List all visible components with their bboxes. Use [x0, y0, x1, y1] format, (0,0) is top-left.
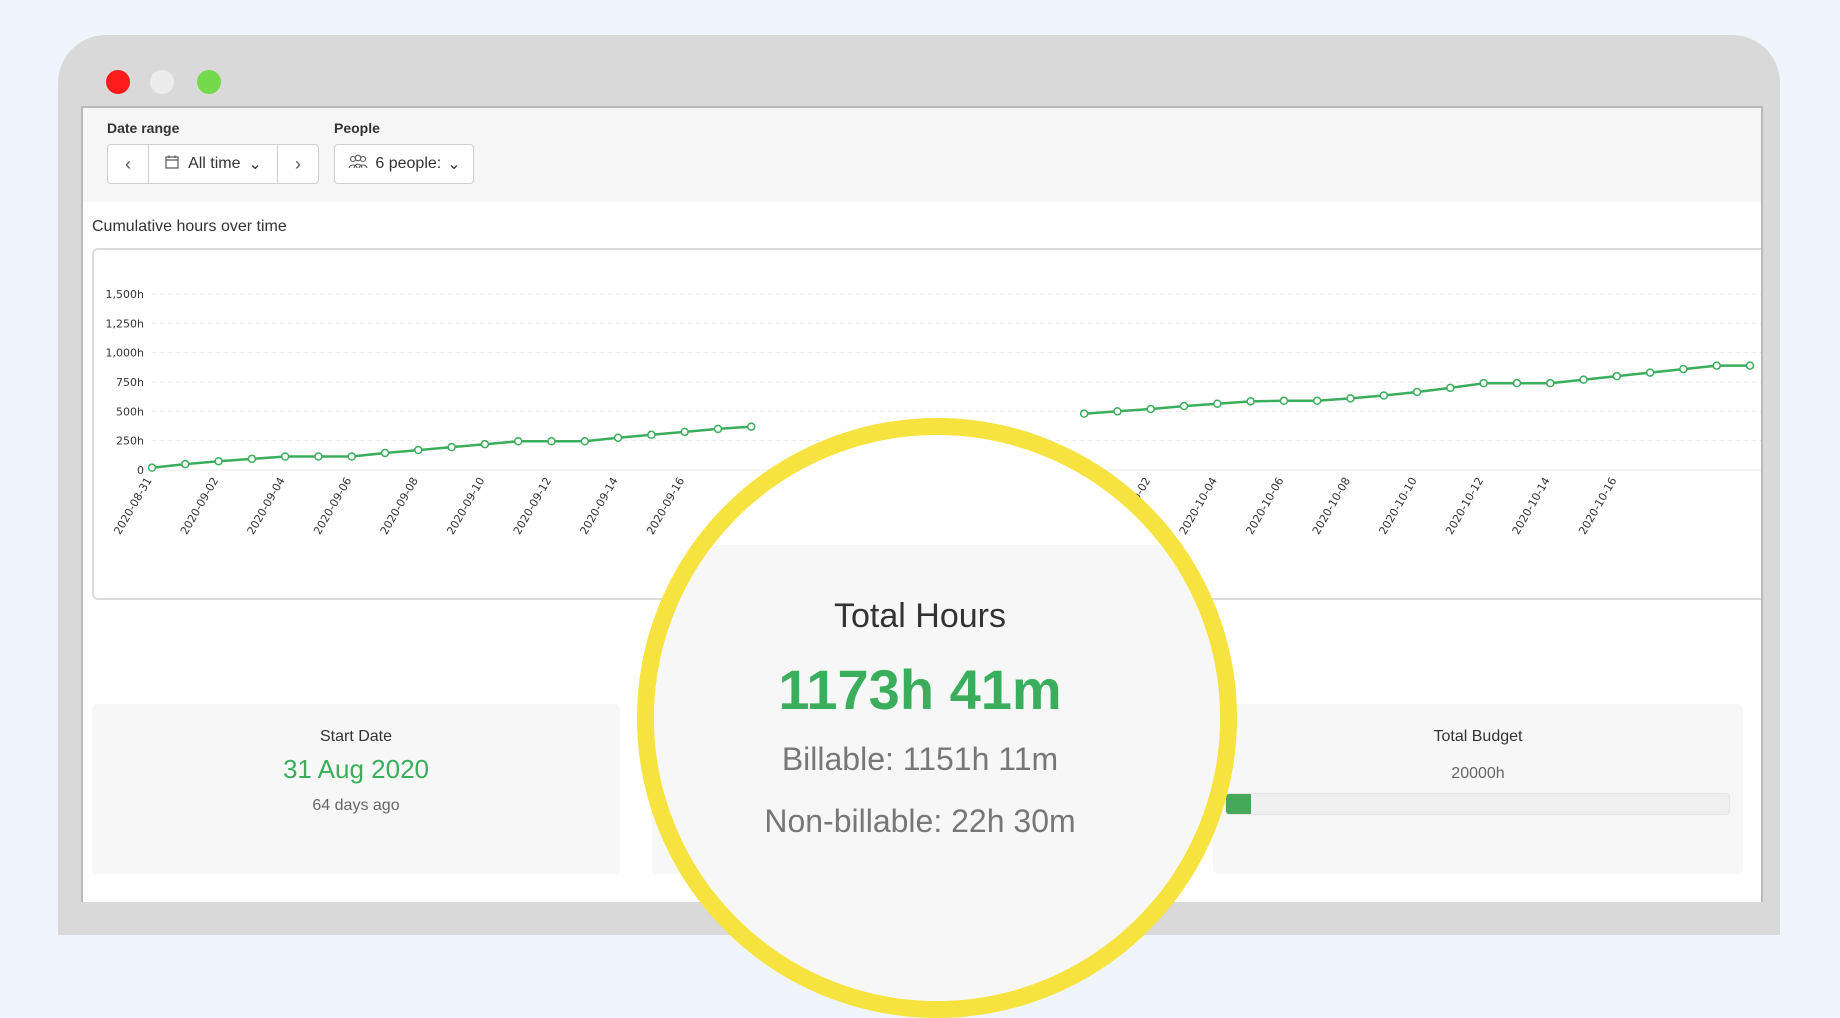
- filter-bar: Date range ‹ All time ⌄ ›: [83, 108, 1761, 202]
- date-range-select[interactable]: All time ⌄: [148, 145, 278, 183]
- data-point[interactable]: [1312, 396, 1322, 406]
- data-point[interactable]: [447, 442, 456, 452]
- data-point[interactable]: [580, 437, 590, 446]
- x-tick-label: 2020-10-10: [1376, 475, 1419, 537]
- x-tick-label: 2020-10-16: [1576, 475, 1619, 537]
- window-maximize-dot[interactable]: [197, 70, 221, 94]
- chevron-down-icon: ⌄: [248, 156, 262, 173]
- start-date-title: Start Date: [319, 728, 393, 745]
- y-tick-label: 1,250h: [106, 317, 144, 330]
- data-point[interactable]: [1279, 396, 1289, 406]
- data-point[interactable]: [280, 452, 290, 461]
- data-point[interactable]: [1512, 378, 1522, 388]
- date-range-value: All time: [188, 155, 241, 172]
- data-point[interactable]: [1213, 399, 1222, 408]
- y-tick-label: 1,000h: [106, 347, 144, 360]
- data-point[interactable]: [1346, 394, 1355, 403]
- data-point[interactable]: [1579, 375, 1588, 384]
- data-point[interactable]: [747, 422, 756, 431]
- x-tick-label: 2020-09-12: [511, 475, 554, 537]
- prev-range-button[interactable]: ‹: [108, 145, 148, 183]
- x-tick-label: 2020-09-16: [644, 475, 687, 537]
- data-point[interactable]: [314, 452, 323, 461]
- data-point[interactable]: [1612, 371, 1622, 381]
- x-tick-label: 2020-09-06: [311, 475, 354, 537]
- people-select[interactable]: 6 people: ⌄: [334, 144, 474, 184]
- start-date-relative: 64 days ago: [312, 797, 400, 814]
- y-tick-label: 0: [137, 464, 144, 477]
- total-budget-value: 20000h: [1451, 765, 1505, 782]
- data-point[interactable]: [1379, 391, 1389, 400]
- x-tick-label: 2020-10-14: [1510, 475, 1553, 537]
- data-point[interactable]: [347, 452, 356, 461]
- people-select-value: 6 people:: [375, 155, 442, 172]
- data-point[interactable]: [1246, 397, 1255, 406]
- calendar-icon: [164, 154, 180, 175]
- total-hours-value: 1173h 41m: [778, 658, 1062, 721]
- people-icon: [347, 154, 369, 175]
- chevron-left-icon: ‹: [125, 153, 131, 174]
- x-tick-label: 2020-09-08: [378, 475, 421, 537]
- date-range-label: Date range: [107, 120, 180, 136]
- data-point[interactable]: [1546, 378, 1555, 388]
- data-point[interactable]: [214, 456, 223, 466]
- data-point[interactable]: [1079, 409, 1089, 418]
- budget-progress-fill: [1226, 794, 1252, 814]
- data-point[interactable]: [181, 459, 190, 469]
- x-tick-label: 2020-10-04: [1177, 475, 1220, 537]
- x-tick-label: 2020-09-10: [444, 475, 487, 537]
- chevron-right-icon: ›: [295, 153, 301, 174]
- start-date-value: 31 Aug 2020: [282, 754, 430, 784]
- data-point[interactable]: [1745, 361, 1755, 370]
- data-point[interactable]: [1712, 361, 1721, 370]
- x-tick-label: 2020-09-14: [577, 475, 620, 537]
- data-point[interactable]: [1479, 378, 1488, 388]
- x-tick-label: 2020-10-12: [1443, 475, 1486, 537]
- data-point[interactable]: [1679, 364, 1688, 374]
- data-point[interactable]: [147, 463, 157, 472]
- data-point[interactable]: [713, 424, 723, 434]
- total-hours-title: Total Hours: [834, 597, 1006, 635]
- magnifier-callout: Total Hours 1173h 41m Billable: 1151h 11…: [637, 418, 1237, 1018]
- y-tick-label: 750h: [116, 376, 144, 389]
- x-tick-label: 2020-10-08: [1310, 475, 1353, 537]
- data-point[interactable]: [414, 445, 423, 455]
- x-tick-label: 2020-09-02: [178, 475, 221, 537]
- non-billable-hours: Non-billable: 22h 30m: [764, 803, 1076, 839]
- x-tick-label: 2020-09-04: [245, 475, 288, 537]
- x-tick-label: 2020-10-06: [1243, 475, 1286, 537]
- data-point[interactable]: [680, 427, 689, 437]
- chart-title: Cumulative hours over time: [92, 218, 287, 235]
- budget-progress-bar: [1225, 793, 1730, 815]
- data-point[interactable]: [547, 437, 556, 446]
- data-point[interactable]: [380, 448, 390, 458]
- data-point[interactable]: [247, 454, 257, 464]
- window-close-dot[interactable]: [106, 70, 130, 94]
- data-point[interactable]: [1645, 368, 1655, 377]
- start-date-card: Start Date 31 Aug 2020 64 days ago: [92, 704, 620, 874]
- data-point[interactable]: [613, 433, 623, 442]
- people-label: People: [334, 120, 380, 136]
- y-tick-label: 500h: [116, 405, 144, 418]
- data-point[interactable]: [1113, 407, 1122, 416]
- total-budget-card: Total Budget 20000h: [1213, 704, 1743, 874]
- data-point[interactable]: [647, 430, 656, 440]
- date-range-control: ‹ All time ⌄ ›: [107, 144, 319, 184]
- y-tick-label: 250h: [116, 435, 144, 448]
- window-minimize-dot[interactable]: [150, 70, 174, 94]
- data-point[interactable]: [1446, 383, 1455, 393]
- data-point[interactable]: [513, 437, 523, 446]
- next-range-button[interactable]: ›: [278, 145, 318, 183]
- x-tick-label: 2020-08-31: [111, 475, 154, 537]
- data-point[interactable]: [1179, 401, 1189, 411]
- chevron-down-icon: ⌄: [447, 156, 461, 173]
- data-point[interactable]: [480, 439, 490, 449]
- billable-hours: Billable: 1151h 11m: [781, 741, 1059, 777]
- data-point[interactable]: [1412, 387, 1422, 397]
- data-point[interactable]: [1146, 404, 1155, 414]
- total-budget-title: Total Budget: [1433, 728, 1523, 745]
- y-tick-label: 1,500h: [106, 288, 144, 301]
